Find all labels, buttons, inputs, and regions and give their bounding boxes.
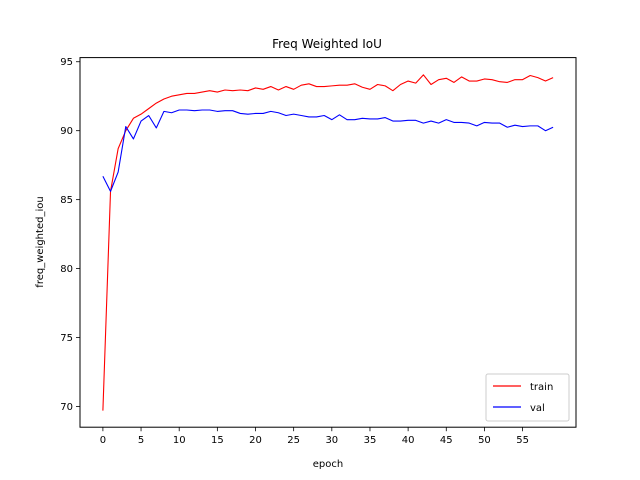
x-tick-label: 15 <box>211 435 224 446</box>
x-tick-label: 20 <box>249 435 262 446</box>
x-axis-ticks: 0 5 10 15 20 25 30 35 40 45 50 55 <box>100 427 529 446</box>
x-tick-label: 40 <box>402 435 415 446</box>
chart-title: Freq Weighted IoU <box>272 37 382 51</box>
x-tick-label: 30 <box>325 435 338 446</box>
x-tick-label: 0 <box>100 435 106 446</box>
y-axis-ticks: 70 75 80 85 90 95 <box>60 57 80 413</box>
x-tick-label: 50 <box>478 435 491 446</box>
y-tick-label: 95 <box>60 57 73 68</box>
legend: train val <box>485 373 570 422</box>
x-axis-label: epoch <box>313 459 343 470</box>
y-tick-label: 70 <box>60 402 73 413</box>
series-line-train <box>102 74 554 411</box>
y-axis-label: freq_weighted_iou <box>35 196 46 287</box>
legend-label-val: val <box>530 403 545 414</box>
x-tick-label: 5 <box>138 435 144 446</box>
x-tick-label: 35 <box>364 435 377 446</box>
plot-lines <box>102 74 554 411</box>
y-tick-label: 80 <box>60 264 73 275</box>
plot-frame <box>79 57 577 428</box>
x-tick-label: 10 <box>173 435 186 446</box>
y-tick-label: 90 <box>60 126 73 137</box>
y-tick-label: 85 <box>60 195 73 206</box>
series-line-val <box>102 109 554 192</box>
legend-box <box>485 373 570 422</box>
x-tick-label: 25 <box>287 435 300 446</box>
x-tick-label: 55 <box>516 435 529 446</box>
legend-label-train: train <box>530 382 553 393</box>
y-tick-label: 75 <box>60 333 73 344</box>
x-tick-label: 45 <box>440 435 453 446</box>
